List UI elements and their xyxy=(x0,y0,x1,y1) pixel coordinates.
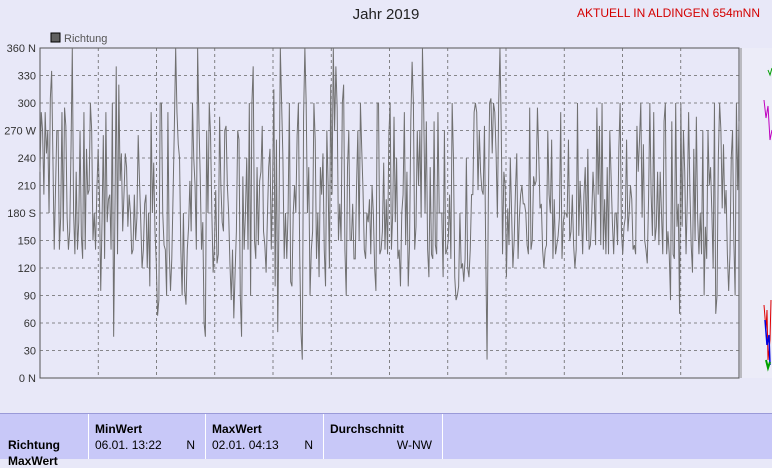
y-tick-label: 240 xyxy=(18,153,36,165)
stats-row-label: Richtung xyxy=(8,438,60,452)
stats-row-label-2: MaxWert xyxy=(8,454,58,468)
wind-direction-chart: Richtung 0 N 30 60 90 120 150 180 S 210 240 270 W… xyxy=(4,32,772,385)
y-tick-label: 360 N xyxy=(7,43,36,55)
avg-cell: Durchschnitt W-NW xyxy=(323,414,442,459)
min-header: MinWert xyxy=(95,422,143,436)
y-tick-label: 0 N xyxy=(19,373,36,385)
max-cell: MaxWert 02.01. 04:13 N xyxy=(205,414,323,459)
grid xyxy=(40,48,739,378)
stats-panel: Richtung MaxWert MinWert 06.01. 13:22 N … xyxy=(0,413,772,468)
legend-label: Richtung xyxy=(64,33,107,45)
y-tick-label: 150 xyxy=(18,236,36,248)
y-tick-label: 90 xyxy=(24,291,36,303)
min-cell: MinWert 06.01. 13:22 N xyxy=(88,414,205,459)
min-unit: N xyxy=(186,438,195,452)
y-tick-label: 210 xyxy=(18,181,36,193)
station-label: AKTUELL IN ALDINGEN 654mNN xyxy=(577,6,760,20)
legend-swatch xyxy=(50,32,61,43)
y-tick-label: 300 xyxy=(18,98,36,110)
max-unit: N xyxy=(304,438,313,452)
y-tick-label: 330 xyxy=(18,71,36,83)
avg-value: W-NW xyxy=(396,438,432,452)
legend: Richtung xyxy=(50,32,107,45)
max-header: MaxWert xyxy=(212,422,262,436)
y-tick-label: 270 W xyxy=(4,126,36,138)
max-value: 02.01. 04:13 xyxy=(212,438,279,452)
chart-title: Jahr 2019 xyxy=(352,6,420,23)
y-tick-label: 180 S xyxy=(7,208,36,220)
avg-header: Durchschnitt xyxy=(330,422,405,436)
edge-decoration xyxy=(740,48,772,378)
series-line-richtung xyxy=(39,47,740,360)
min-value: 06.01. 13:22 xyxy=(95,438,162,452)
empty-cell xyxy=(442,414,772,459)
y-axis-labels: 0 N 30 60 90 120 150 180 S 210 240 270 W 300 330 360… xyxy=(4,43,36,385)
y-tick-label: 120 xyxy=(18,263,36,275)
y-tick-label: 30 xyxy=(24,346,36,358)
y-tick-label: 60 xyxy=(24,318,36,330)
